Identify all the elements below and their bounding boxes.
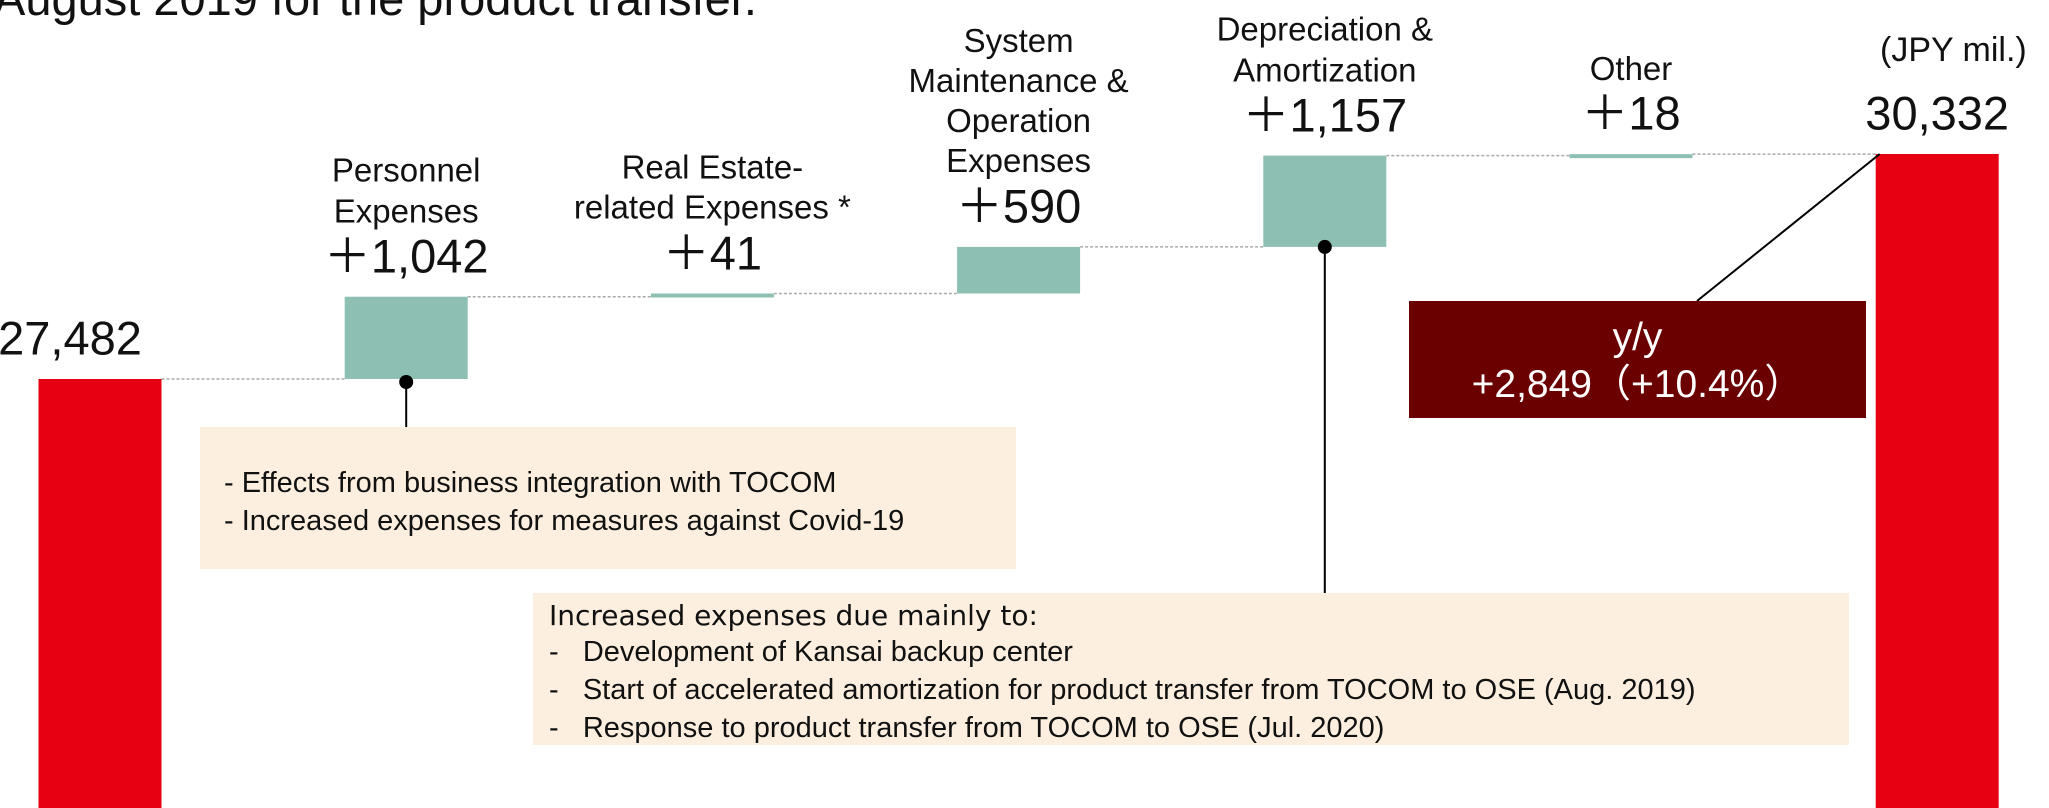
category-label: Real Estate- related Expenses * bbox=[573, 148, 851, 226]
annotation-line bbox=[1696, 153, 1881, 302]
yy-box: y/y +2,849（+10.4%） bbox=[1409, 301, 1866, 418]
note-line: - Development of Kansai backup center bbox=[549, 636, 1073, 669]
note-heading: Increased expenses due mainly to: bbox=[549, 599, 1038, 632]
category-label: Depreciation & Amortization bbox=[1216, 10, 1434, 88]
value-label: ＋18 bbox=[1581, 86, 1681, 140]
yy-text: +2,849（+10.4%） bbox=[1471, 362, 1804, 406]
delta-bar bbox=[650, 293, 774, 298]
delta-bar bbox=[1263, 155, 1387, 247]
pointer-dot bbox=[1317, 239, 1332, 254]
note-line: - Response to product transfer from TOCO… bbox=[549, 711, 1385, 744]
yy-title: y/y bbox=[1612, 316, 1663, 359]
note-line: - Increased expenses for measures agains… bbox=[224, 504, 905, 537]
delta-bar bbox=[1569, 154, 1693, 159]
value-label: 30,332 bbox=[1865, 86, 2010, 140]
value-label: ＋590 bbox=[955, 179, 1082, 233]
unit-label: (JPY mil.) bbox=[1880, 31, 2027, 69]
note-box: Increased expenses due mainly to: - Deve… bbox=[533, 593, 1849, 745]
total-bar bbox=[1875, 154, 1999, 808]
category-label: System Maintenance & Operation Expenses bbox=[908, 21, 1129, 180]
delta-bar bbox=[344, 296, 468, 379]
value-label: ＋1,042 bbox=[323, 229, 489, 283]
header-fragment: August 2019 for the product transfer. bbox=[0, 0, 757, 27]
note-box: - Effects from business integration with… bbox=[200, 427, 1016, 569]
value-label: ＋41 bbox=[662, 226, 763, 280]
note-line: - Effects from business integration with… bbox=[224, 467, 837, 499]
total-bar bbox=[38, 379, 162, 808]
category-label: Other bbox=[1589, 49, 1673, 87]
category-label: Personnel Expenses bbox=[331, 151, 481, 230]
delta-bar bbox=[957, 246, 1081, 294]
note-line: - Start of accelerated amortization for … bbox=[549, 674, 1696, 707]
pointer-dot bbox=[399, 375, 414, 389]
value-label: 27,482 bbox=[0, 311, 142, 365]
value-label: ＋1,157 bbox=[1242, 88, 1408, 142]
